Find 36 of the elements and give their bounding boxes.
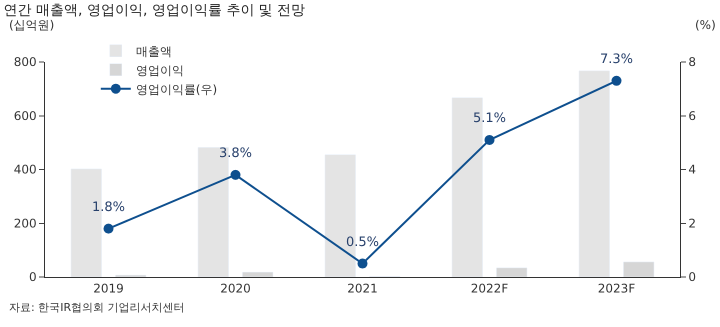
- x-tick-label: 2022F: [470, 281, 508, 296]
- y2-tick-label: 0: [688, 270, 696, 284]
- y2-tick-label: 4: [688, 162, 696, 177]
- point: [612, 76, 622, 86]
- y2-tick-label: 8: [688, 55, 696, 70]
- y-tick-label: 600: [14, 108, 37, 123]
- bar: [242, 272, 274, 277]
- y-axis-title: (십억원): [9, 18, 54, 32]
- x-tick-label: 2019: [93, 281, 124, 296]
- y2-tick-label: 2: [688, 216, 696, 230]
- bar: [496, 268, 528, 277]
- data-label: 1.8%: [92, 200, 126, 215]
- y-tick-label: 800: [14, 55, 37, 70]
- x-tick-label: 2023F: [598, 281, 636, 296]
- data-label: 5.1%: [473, 111, 506, 126]
- y-tick-label: 0: [28, 270, 37, 284]
- point: [230, 170, 240, 180]
- legend-label: 매출액: [136, 44, 172, 58]
- chart-title: 연간 매출액, 영업이익, 영업이익률 추이 및 전망: [4, 2, 306, 19]
- bar: [578, 70, 610, 277]
- point: [104, 224, 114, 234]
- x-tick-label: 2020: [220, 281, 251, 296]
- data-label: 0.5%: [346, 235, 380, 250]
- y-tick-label: 400: [14, 162, 37, 177]
- y-tick-label: 200: [14, 216, 37, 230]
- data-label: 3.8%: [219, 146, 252, 161]
- x-tick-label: 2021: [347, 281, 378, 296]
- point: [358, 258, 368, 269]
- bar: [623, 262, 654, 277]
- text: 자료: 한국IR협의회 기업리서치센터: [9, 301, 185, 314]
- y2-axis-title: (%): [695, 18, 716, 32]
- data-label: 7.3%: [600, 52, 634, 67]
- y2-tick-label: 6: [688, 108, 696, 123]
- legend-label: 영업이익: [136, 63, 184, 78]
- point: [484, 134, 494, 145]
- legend-label: 영업이익률(우): [136, 82, 218, 96]
